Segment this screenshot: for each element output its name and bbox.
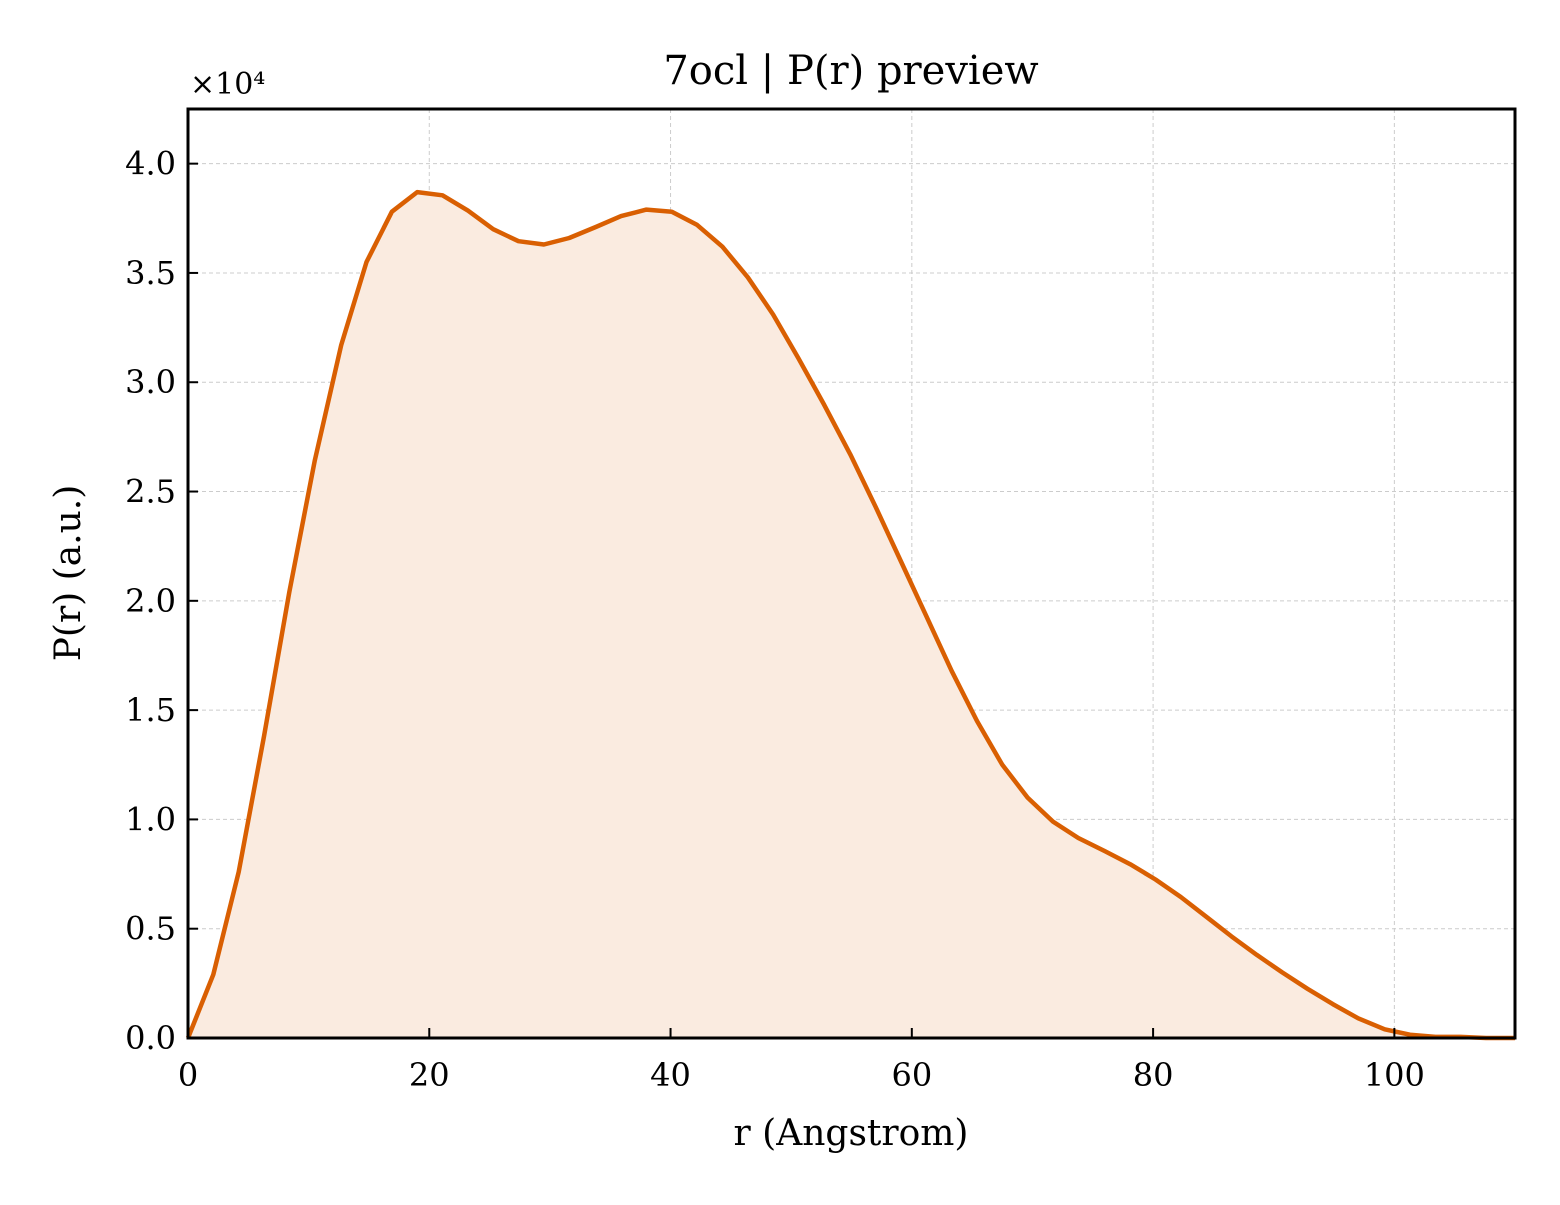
x-axis-title: r (Angstrom) [734, 1113, 969, 1154]
y-tick-label: 4.0 [125, 145, 176, 183]
area-fill-layer [188, 192, 1515, 1039]
ticks-layer: 0 20 40 60 80 100 0.0 0.5 1.0 1.5 2.0 2.5 3.0 3.5 4.0 [125, 145, 1425, 1094]
line-layer [185, 189, 1515, 1041]
y-tick-label: 3.0 [125, 363, 176, 401]
plot-frame [186, 107, 1517, 1040]
x-tick-label: 80 [1133, 1056, 1174, 1094]
y-tick-label: 2.5 [125, 473, 176, 511]
y-axis-offset-label: ×10⁴ [190, 67, 265, 102]
y-tick-label: 1.5 [125, 691, 176, 729]
x-tick-label: 60 [891, 1056, 932, 1094]
x-tick-label: 20 [409, 1056, 450, 1094]
area-fill [188, 192, 1515, 1039]
series-line [185, 189, 1515, 1041]
y-tick-label: 0.5 [125, 910, 176, 948]
x-tick-label: 0 [178, 1056, 198, 1094]
chart-title: 7ocl | P(r) preview [663, 48, 1038, 94]
y-tick-label: 2.0 [125, 582, 176, 620]
y-tick-label: 1.0 [125, 800, 176, 838]
x-tick-label: 100 [1364, 1056, 1425, 1094]
y-tick-label: 0.0 [125, 1019, 176, 1057]
y-tick-label: 3.5 [125, 254, 176, 292]
x-tick-label: 40 [650, 1056, 691, 1094]
y-axis-title: P(r) (a.u.) [48, 485, 89, 662]
